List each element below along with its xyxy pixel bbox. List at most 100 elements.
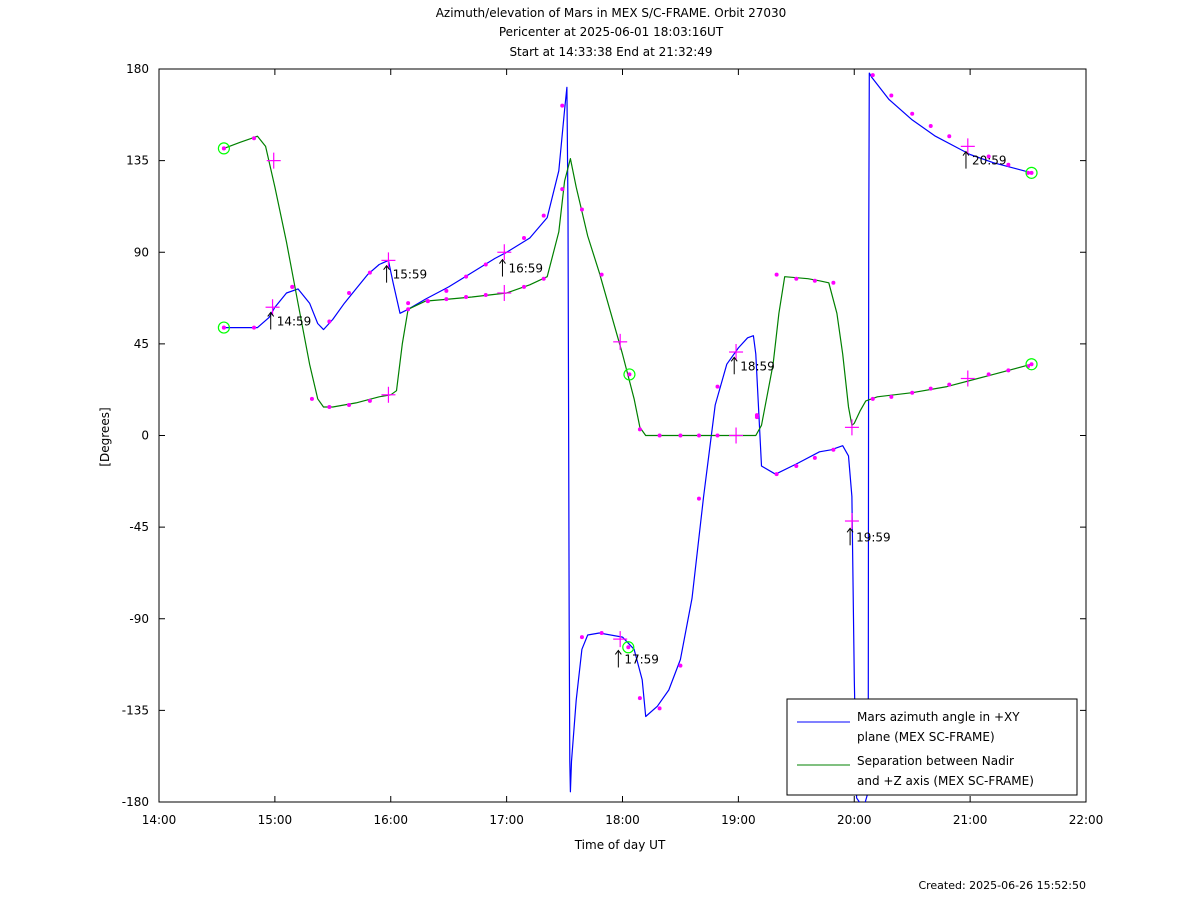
sample-dot	[812, 278, 817, 283]
y-axis-ticks: 180 135 90 45 0 -45 -90 -135 -180	[122, 62, 1086, 809]
series-line-separation	[223, 135, 1032, 437]
annotation-label: 20:59	[972, 154, 1007, 168]
sample-dot	[928, 124, 933, 129]
sample-dot	[831, 280, 836, 285]
legend-label-separation-line1: Separation between Nadir	[857, 754, 1014, 768]
sample-dot	[560, 103, 565, 108]
start-end-circle	[217, 321, 230, 334]
y-tick-label: -45	[129, 520, 149, 534]
start-end-circle	[1025, 358, 1038, 371]
legend-label-azimuth-line1: Mars azimuth angle in +XY	[857, 710, 1020, 724]
sample-dot	[444, 288, 449, 293]
sample-dot	[696, 433, 701, 438]
x-axis-ticks: 14:00 15:00 16:00 17:00 18:00 19:00 20:00 21:00…	[142, 69, 1103, 827]
sample-dot	[794, 276, 799, 281]
sample-dot	[870, 73, 875, 78]
sample-dot	[367, 270, 372, 275]
sample-dot	[425, 299, 430, 304]
sample-dot	[444, 297, 449, 302]
sample-dot	[986, 154, 991, 159]
series-layer	[223, 72, 1032, 802]
sample-dot	[774, 272, 779, 277]
x-tick-label: 17:00	[489, 813, 524, 827]
sample-dot	[347, 402, 352, 407]
annotation-label: 14:59	[277, 314, 312, 328]
y-tick-label: 180	[126, 62, 149, 76]
hour-annotations: 14:59 15:59 16:59 17:59 18:59 19:59 20:59	[267, 150, 1007, 668]
sample-dot	[947, 134, 952, 139]
sample-dot	[599, 272, 604, 277]
sample-dot	[947, 382, 952, 387]
sample-dot	[657, 706, 662, 711]
sample-dot	[541, 213, 546, 218]
sample-dot	[1006, 162, 1011, 167]
legend-label-azimuth-line2: plane (MEX SC-FRAME)	[857, 730, 995, 744]
y-tick-label: -180	[122, 795, 149, 809]
x-tick-label: 14:00	[142, 813, 177, 827]
sample-dot	[327, 404, 332, 409]
sample-dot	[252, 325, 257, 330]
x-axis-label: Time of day UT	[574, 838, 666, 852]
plot-frame	[158, 68, 1087, 803]
created-footer: Created: 2025-06-26 15:52:50	[918, 879, 1086, 892]
legend-label-separation-line2: and +Z axis (MEX SC-FRAME)	[857, 774, 1034, 788]
title-line-1: Azimuth/elevation of Mars in MEX S/C-FRA…	[436, 6, 787, 20]
x-tick-label: 21:00	[953, 813, 988, 827]
annotation-label: 18:59	[740, 359, 775, 373]
sample-dot	[754, 415, 759, 420]
y-tick-label: 0	[141, 429, 149, 443]
x-tick-label: 16:00	[373, 813, 408, 827]
sample-dot	[678, 433, 683, 438]
sample-dot	[464, 274, 469, 279]
x-tick-label: 19:00	[721, 813, 756, 827]
sample-dot	[715, 384, 720, 389]
sample-dot	[483, 293, 488, 298]
y-tick-label: 45	[134, 337, 149, 351]
sample-dot	[252, 136, 257, 141]
sample-dot	[541, 276, 546, 281]
start-end-dot	[1029, 170, 1034, 175]
sample-dot	[483, 262, 488, 267]
sample-dot	[678, 663, 683, 668]
sample-dot	[774, 472, 779, 477]
y-tick-label: 135	[126, 154, 149, 168]
start-end-dot	[627, 372, 632, 377]
sample-dot	[560, 187, 565, 192]
sample-dot	[464, 295, 469, 300]
sample-dot	[637, 696, 642, 701]
y-tick-label: -90	[129, 612, 149, 626]
sample-dot	[812, 455, 817, 460]
sample-dot	[986, 372, 991, 377]
sample-dot	[910, 390, 915, 395]
start-end-dot	[626, 645, 631, 650]
sample-dot	[1026, 170, 1031, 175]
sample-dot	[696, 496, 701, 501]
annotation-arrow-head	[383, 264, 390, 270]
sample-dot	[928, 386, 933, 391]
sample-dot	[831, 447, 836, 452]
annotation-arrow-head	[730, 356, 738, 362]
start-end-circle	[217, 142, 230, 155]
sample-dot	[599, 631, 604, 636]
annotation-label: 17:59	[624, 652, 659, 666]
sample-dot	[406, 307, 411, 312]
sample-dot	[347, 290, 352, 295]
sample-dot	[889, 394, 894, 399]
title-line-3: Start at 14:33:38 End at 21:32:49	[509, 45, 712, 59]
sample-dot	[870, 396, 875, 401]
chart-title: Azimuth/elevation of Mars in MEX S/C-FRA…	[436, 6, 787, 59]
annotation-arrow-head	[614, 649, 622, 655]
start-end-dot	[221, 325, 226, 330]
marker-layer	[217, 73, 1038, 711]
sample-dot	[910, 111, 915, 116]
series-line-azimuth	[223, 72, 1032, 802]
sample-dot	[290, 284, 295, 289]
legend-box	[786, 698, 1078, 796]
sample-dot	[367, 398, 372, 403]
start-end-circle	[623, 368, 636, 381]
sample-dot	[522, 284, 527, 289]
start-end-dot	[221, 146, 226, 151]
annotation-arrow-head	[962, 150, 970, 156]
sample-dot	[327, 319, 332, 324]
